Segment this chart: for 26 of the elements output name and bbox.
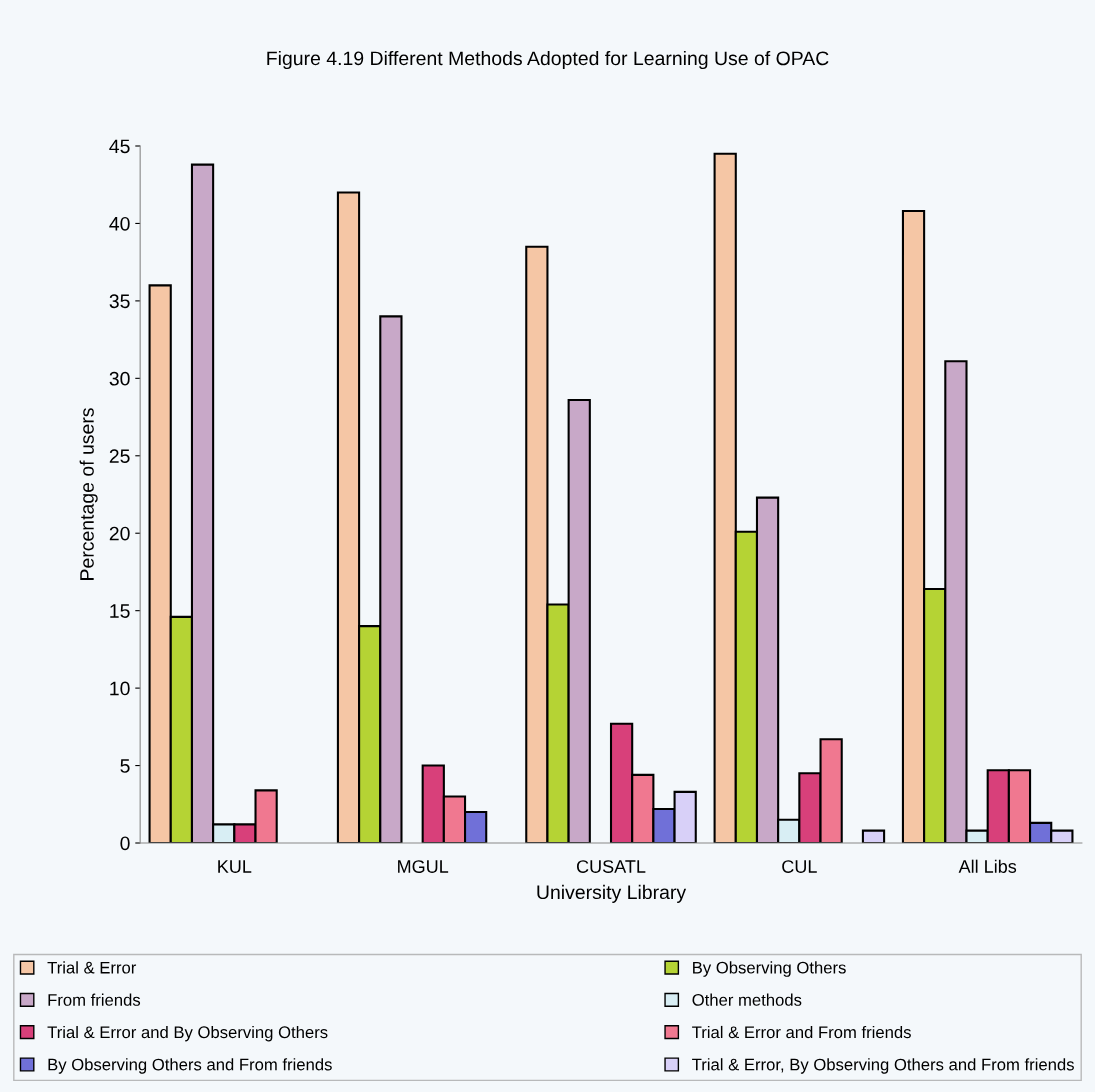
y-tick-label: 30 [109, 371, 130, 386]
y-tick-label: 5 [120, 759, 130, 773]
legend-label: Trial & Error [47, 961, 137, 974]
legend-label: By Observing Others and From friends [48, 1058, 332, 1074]
x-tick-label: All Libs [958, 859, 1017, 873]
y-tick-label: 25 [109, 449, 130, 464]
y-tick-label: 20 [109, 526, 130, 541]
legend-label: Other methods [692, 993, 802, 1006]
x-tick-label: CUSATL [576, 860, 646, 873]
x-tick-label: KUL [218, 860, 252, 873]
chart-title: Figure 4.19 Different Methods Adopted for Learning Use of OPAC [267, 50, 829, 70]
legend-label: From friends [48, 993, 141, 1006]
legend-label: Trial & Error, By Observing Others and From friends [692, 1058, 1074, 1074]
y-tick-label: 40 [109, 216, 130, 231]
y-tick-label: 10 [110, 681, 130, 696]
y-tick-label: 45 [109, 139, 130, 154]
y-tick-label: 15 [110, 604, 130, 618]
x-tick-label: MGUL [398, 860, 449, 873]
y-tick-label: 35 [109, 294, 130, 309]
y-tick-label: 0 [120, 836, 130, 851]
legend-label: Trial & Error and By Observing Others [47, 1025, 328, 1042]
y-axis-title: Percentage of users [79, 408, 98, 580]
legend-label: Trial & Error and From friends [692, 1025, 911, 1039]
x-axis-title: University Library [537, 884, 687, 903]
legend-label: By Observing Others [693, 961, 846, 977]
x-tick-label: CUL [782, 860, 817, 873]
